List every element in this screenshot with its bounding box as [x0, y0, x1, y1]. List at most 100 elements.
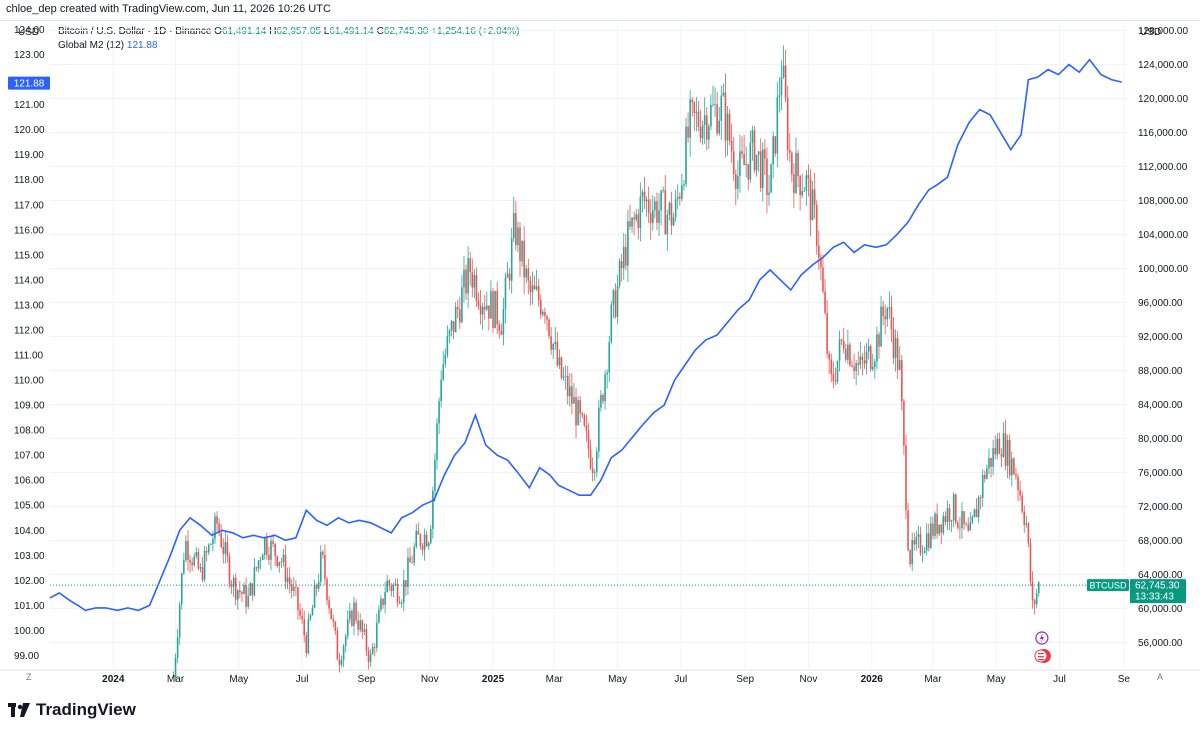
btc-candle-body [668, 203, 671, 215]
btc-candle-body [390, 585, 393, 591]
high-label: H [269, 26, 277, 37]
btc-candle-body [1008, 440, 1011, 476]
btc-candle-body [720, 95, 723, 121]
btc-candle-body [600, 395, 602, 408]
btc-candle-body [996, 438, 999, 455]
btc-candle-body [938, 524, 940, 534]
btc-candle-body [608, 342, 611, 373]
btc-candle-body [469, 258, 472, 273]
btc-candle-body [185, 541, 187, 561]
btc-candle-body [963, 511, 965, 525]
time-axis-tick-label: Se [1118, 674, 1131, 685]
btc-candle-body [539, 300, 542, 315]
btc-candle-body [998, 438, 1001, 454]
right-axis-tick-label: 68,000.00 [1138, 536, 1183, 547]
left-axis-tick-label: 118.00 [14, 175, 44, 186]
btc-candle-body [398, 602, 401, 604]
m2-value: 121.88 [126, 40, 158, 51]
auto-scale-button[interactable]: A [1157, 672, 1164, 682]
btc-candle-body [486, 305, 488, 310]
btc-candle-body [840, 339, 843, 341]
left-axis-tick-label: 101.00 [14, 601, 45, 612]
btc-candle-body [724, 92, 727, 141]
btc-legend-row: Bitcoin / U.S. Dollar · 1D · Binance O61… [58, 25, 520, 39]
brand-logo: TradingView [8, 700, 136, 720]
m2-name[interactable]: Global M2 (12) [58, 40, 125, 51]
btc-candle-body [226, 542, 229, 557]
btc-candle-body [693, 102, 696, 114]
right-axis-tick-label: 104,000.00 [1138, 230, 1188, 241]
event-markers[interactable] [1034, 631, 1051, 663]
btc-candle-body [438, 401, 440, 424]
btc-candle-body [834, 380, 837, 382]
btc-candle-body [340, 660, 343, 665]
btc-candle-body [251, 583, 254, 596]
btc-candle-body [369, 653, 372, 662]
btc-candle-body [1006, 440, 1009, 466]
btc-candle-body [749, 142, 752, 180]
btc-candle-body [286, 577, 289, 583]
btc-candle-body [386, 580, 388, 593]
btc-candle-body [826, 312, 828, 354]
btc-candle-body [801, 191, 804, 196]
btc-candle-body [357, 620, 359, 630]
btc-candle-body [1013, 458, 1015, 475]
btc-candle-body [270, 541, 272, 560]
btc-candle-body [566, 375, 569, 397]
btc-candle-body [867, 346, 870, 352]
btc-candle-body [691, 99, 694, 103]
btc-candle-body [255, 567, 258, 569]
btc-candle-body [631, 217, 633, 227]
btc-candle-body [1010, 458, 1013, 476]
btc-candle-body [207, 544, 210, 553]
btc-candle-body [818, 245, 820, 258]
zoom-reset-button[interactable]: Z [26, 672, 32, 682]
btc-candle-body [718, 120, 721, 134]
btc-candle-body [498, 324, 501, 332]
time-axis-tick-label: Jul [1053, 674, 1066, 685]
time-axis-tick-label: 2025 [482, 674, 505, 685]
lightning-bolt-glyph [1039, 633, 1044, 643]
btc-candle-body [236, 590, 239, 600]
btc-candle-body [975, 509, 978, 518]
btc-candle-body [529, 280, 532, 293]
open-value: 61,491.14 [221, 26, 267, 37]
btc-candle-body [365, 629, 368, 651]
btc-candle-body [456, 307, 459, 310]
btc-candle-body [419, 534, 422, 546]
btc-candle-body [915, 536, 918, 545]
btc-candle-body [633, 217, 635, 220]
btc-candle-body [710, 104, 712, 127]
btc-candle-body [1015, 474, 1017, 477]
btc-candle-body [652, 210, 654, 224]
btc-candle-body [861, 356, 864, 361]
btc-candle-body [317, 581, 320, 589]
btc-candle-body [957, 522, 959, 528]
time-axis[interactable]: 2024 Mar May Jul Sep Nov 2025 Mar May Jul Sep Nov 20… [102, 674, 1130, 685]
btc-candle-body [776, 97, 779, 154]
m2-value-tag [8, 76, 50, 90]
btc-candle-body [214, 516, 216, 539]
btc-candle-body [413, 546, 415, 563]
left-axis-tick-label: 105.00 [14, 501, 45, 512]
btc-candle-body [797, 152, 799, 177]
btc-price-tag-value: 62,745.30 [1135, 581, 1180, 592]
symbol-name[interactable]: Bitcoin / U.S. Dollar · 1D · Binance [58, 26, 212, 37]
btc-candle-body [461, 287, 463, 323]
btc-candle-body [203, 551, 206, 580]
btc-candle-body [189, 560, 191, 563]
btc-candle-body [697, 111, 700, 127]
btc-candle-body [172, 676, 175, 678]
btc-candle-body [278, 561, 281, 567]
btc-candle-body [869, 346, 872, 370]
btc-candle-body [305, 635, 308, 654]
btc-candle-body [521, 240, 523, 262]
btc-candle-body [745, 164, 747, 165]
btc-candle-body [793, 174, 795, 194]
right-axis-tick-label: 76,000.00 [1138, 468, 1183, 479]
btc-candle-body [921, 552, 924, 554]
btc-candle-body [293, 586, 295, 591]
chart-frame[interactable] [0, 20, 1200, 691]
